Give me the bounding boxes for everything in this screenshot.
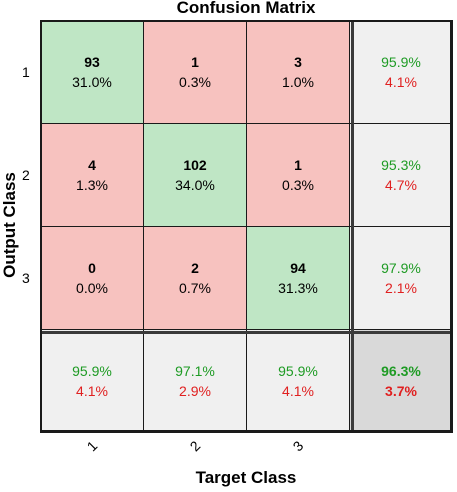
cell-count: 2: [191, 260, 199, 276]
matrix-cell: 3 1.0%: [246, 20, 350, 124]
cell-count: 3: [294, 54, 302, 70]
chart-title: Confusion Matrix: [176, 0, 316, 17]
confusion-matrix: 93 31.0% 1 0.3% 3 1.0% 95.9% 4.1% 4 1.3% 102 34.0% 1…: [40, 20, 453, 433]
row-summary-cell: 95.3% 4.7%: [349, 123, 453, 227]
correct-rate: 95.3%: [381, 157, 421, 173]
column-summary-cell: 95.9% 4.1%: [40, 329, 144, 433]
cell-count: 1: [294, 157, 302, 173]
matrix-cell: 2 0.7%: [143, 226, 247, 330]
matrix-cell: 93 31.0%: [40, 20, 144, 124]
correct-rate: 97.9%: [381, 260, 421, 276]
cell-percent: 0.3%: [282, 177, 314, 193]
row-summary-cell: 95.9% 4.1%: [349, 20, 453, 124]
x-tick-label: 3: [289, 437, 306, 455]
cell-percent: 31.3%: [278, 280, 318, 296]
matrix-cell: 0 0.0%: [40, 226, 144, 330]
cell-count: 93: [84, 54, 100, 70]
overall-correct-rate: 96.3%: [381, 363, 421, 379]
cell-percent: 31.0%: [72, 74, 112, 90]
correct-rate: 95.9%: [72, 363, 112, 379]
cell-percent: 34.0%: [175, 177, 215, 193]
cell-percent: 0.0%: [76, 280, 108, 296]
y-tick-label: 2: [22, 166, 30, 183]
correct-rate: 95.9%: [381, 54, 421, 70]
column-summary-cell: 95.9% 4.1%: [246, 329, 350, 433]
summary-separator: [351, 20, 354, 432]
cell-count: 102: [183, 157, 207, 173]
row-summary-cell: 97.9% 2.1%: [349, 226, 453, 330]
error-rate: 2.1%: [385, 280, 417, 296]
correct-rate: 97.1%: [175, 363, 215, 379]
matrix-cell: 94 31.3%: [246, 226, 350, 330]
error-rate: 4.1%: [76, 383, 108, 399]
matrix-cell: 102 34.0%: [143, 123, 247, 227]
error-rate: 4.1%: [282, 383, 314, 399]
x-tick-label: 1: [83, 437, 100, 455]
column-summary-cell: 97.1% 2.9%: [143, 329, 247, 433]
cell-count: 94: [290, 260, 306, 276]
y-axis-label: Output Class: [0, 172, 19, 278]
y-tick-label: 3: [22, 269, 30, 286]
cell-count: 0: [88, 260, 96, 276]
error-rate: 4.1%: [385, 74, 417, 90]
matrix-cell: 4 1.3%: [40, 123, 144, 227]
cell-count: 1: [191, 54, 199, 70]
error-rate: 4.7%: [385, 177, 417, 193]
error-rate: 2.9%: [179, 383, 211, 399]
y-tick-label: 1: [22, 63, 30, 80]
cell-percent: 0.3%: [179, 74, 211, 90]
overall-accuracy-cell: 96.3% 3.7%: [349, 329, 453, 433]
matrix-cell: 1 0.3%: [246, 123, 350, 227]
cell-percent: 1.0%: [282, 74, 314, 90]
summary-separator: [40, 331, 452, 334]
correct-rate: 95.9%: [278, 363, 318, 379]
x-axis-label: Target Class: [195, 468, 297, 487]
matrix-cell: 1 0.3%: [143, 20, 247, 124]
cell-percent: 0.7%: [179, 280, 211, 296]
x-tick-label: 2: [186, 437, 203, 455]
overall-error-rate: 3.7%: [385, 383, 417, 399]
cell-count: 4: [88, 157, 96, 173]
cell-percent: 1.3%: [76, 177, 108, 193]
